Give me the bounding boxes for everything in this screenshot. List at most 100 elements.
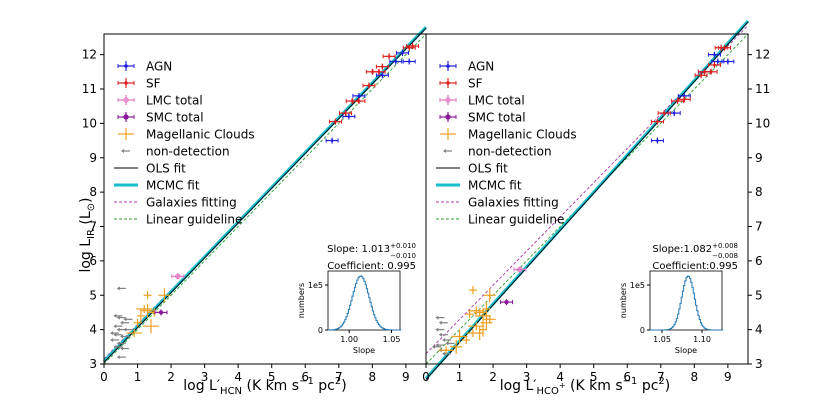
sf-point [699,73,703,77]
y-tick-label: 8 [89,185,97,199]
non-detection-arrowhead [445,341,449,346]
ols-fit-line [103,27,427,363]
non-detection-arrowhead [120,334,124,339]
legend-label: Linear guideline [468,213,564,227]
agn-point [672,111,676,115]
agn-point [401,51,404,55]
x-tick-label: 4 [234,370,242,384]
legend-swatch-arrowhead [443,149,446,153]
inset-y-tick-label: 1e5 [630,281,645,290]
agn-point [682,94,686,98]
non-detection-arrowhead [113,332,117,337]
agn-point [394,60,398,63]
non-detection-arrowhead [116,315,120,320]
x-tick-label: 8 [691,370,699,384]
inset-x-tick-label: 1.10 [693,335,711,344]
agn-point [726,60,730,63]
x-tick-label: 5 [590,370,598,384]
y-tick-label: 10 [82,116,97,130]
coefficient-text: Coefficient:0.995 [652,261,738,272]
legend-label: SF [468,77,483,91]
inset-y-tick-label: 0 [640,326,645,335]
sf-point [411,44,414,48]
legend-label: OLS fit [468,162,508,176]
inset-histogram [650,275,724,331]
y-tick-label: 9 [89,151,97,165]
inset-histogram [328,275,402,331]
y-tick-label-right: 3 [755,357,763,371]
y-tick-label: 5 [89,288,97,302]
lmc-total-marker [175,273,181,280]
lmc-total-marker [517,266,523,273]
non-detection-arrowhead [116,286,120,291]
y-axis-label: log LIR (L⊙) [78,197,97,272]
sf-point [334,120,337,123]
inset-y-tick-label: 1e5 [308,281,323,290]
inset-x-label: Slope [675,346,697,355]
agn-point [357,94,361,98]
legend-label: SMC total [468,111,526,125]
non-detection-arrowhead [116,327,120,332]
y-tick-label-right: 7 [755,220,763,234]
legend-swatch-dot [124,64,128,68]
x-tick-label: 6 [301,370,309,384]
y-tick-label: 11 [82,82,97,96]
legend-label: LMC total [468,94,525,108]
smc-total-marker [158,310,164,315]
legend-swatch-dot [123,114,129,120]
x-tick-label: 3 [201,370,209,384]
legend-label: Magellanic Clouds [146,128,255,142]
y-tick-label-right: 5 [755,288,763,302]
agn-point [330,139,334,142]
linear-guideline-line [103,33,427,365]
y-tick-label: 6 [89,254,97,268]
legend-label: OLS fit [146,162,186,176]
inset-frame [649,270,723,331]
legend-swatch-dot [124,81,128,85]
x-tick-label: 3 [523,370,531,384]
y-tick-label-right: 4 [755,323,763,337]
non-detection-arrowhead [116,341,120,346]
inset-y-tick-label: 0 [318,326,323,335]
non-detection-arrowhead [432,344,436,349]
sf-point [344,111,347,115]
agn-point [347,115,351,118]
x-tick-label: 7 [335,370,343,384]
slope-text: Slope: 1.013+0.010 [327,242,416,255]
x-axis-label-hcn: log L′HCN (K km s−1 pc2) [183,376,346,397]
inset-x-tick-label: 1.00 [340,335,358,344]
non-detection-arrowhead [113,313,117,318]
non-detection-arrowhead [435,315,439,320]
agn-point [407,60,411,63]
ols-fit-line [425,21,749,380]
legend-swatch-dot [446,64,450,68]
lmc-total-point [176,275,180,278]
non-detection-arrowhead [435,343,439,348]
non-detection-arrowhead [442,337,446,342]
lmc-total-point [518,268,522,271]
y-tick-label-right: 11 [755,82,770,96]
y-tick-label: 4 [89,323,97,337]
inset-y-label: numbers [619,283,628,318]
x-tick-label: 6 [623,370,631,384]
legend-label: LMC total [146,94,203,108]
non-detection-arrowhead [123,317,127,322]
y-tick-label-right: 12 [755,48,770,62]
galaxies-fitting-line [425,25,749,355]
sf-point [381,65,384,68]
agn-point [713,53,716,56]
inset-y-label: numbers [297,283,306,318]
non-detection-arrowhead [120,346,124,351]
sf-point [367,84,371,87]
sf-point [656,120,659,123]
sf-point [357,99,361,103]
legend-swatch-dot [446,81,450,85]
smc-total-marker [504,299,509,305]
sf-point [723,46,726,50]
x-tick-label: 4 [556,370,564,384]
legend-label: SF [146,77,161,91]
slope-lower-error: −0.010 [390,252,416,260]
x-tick-label: 9 [724,370,732,384]
